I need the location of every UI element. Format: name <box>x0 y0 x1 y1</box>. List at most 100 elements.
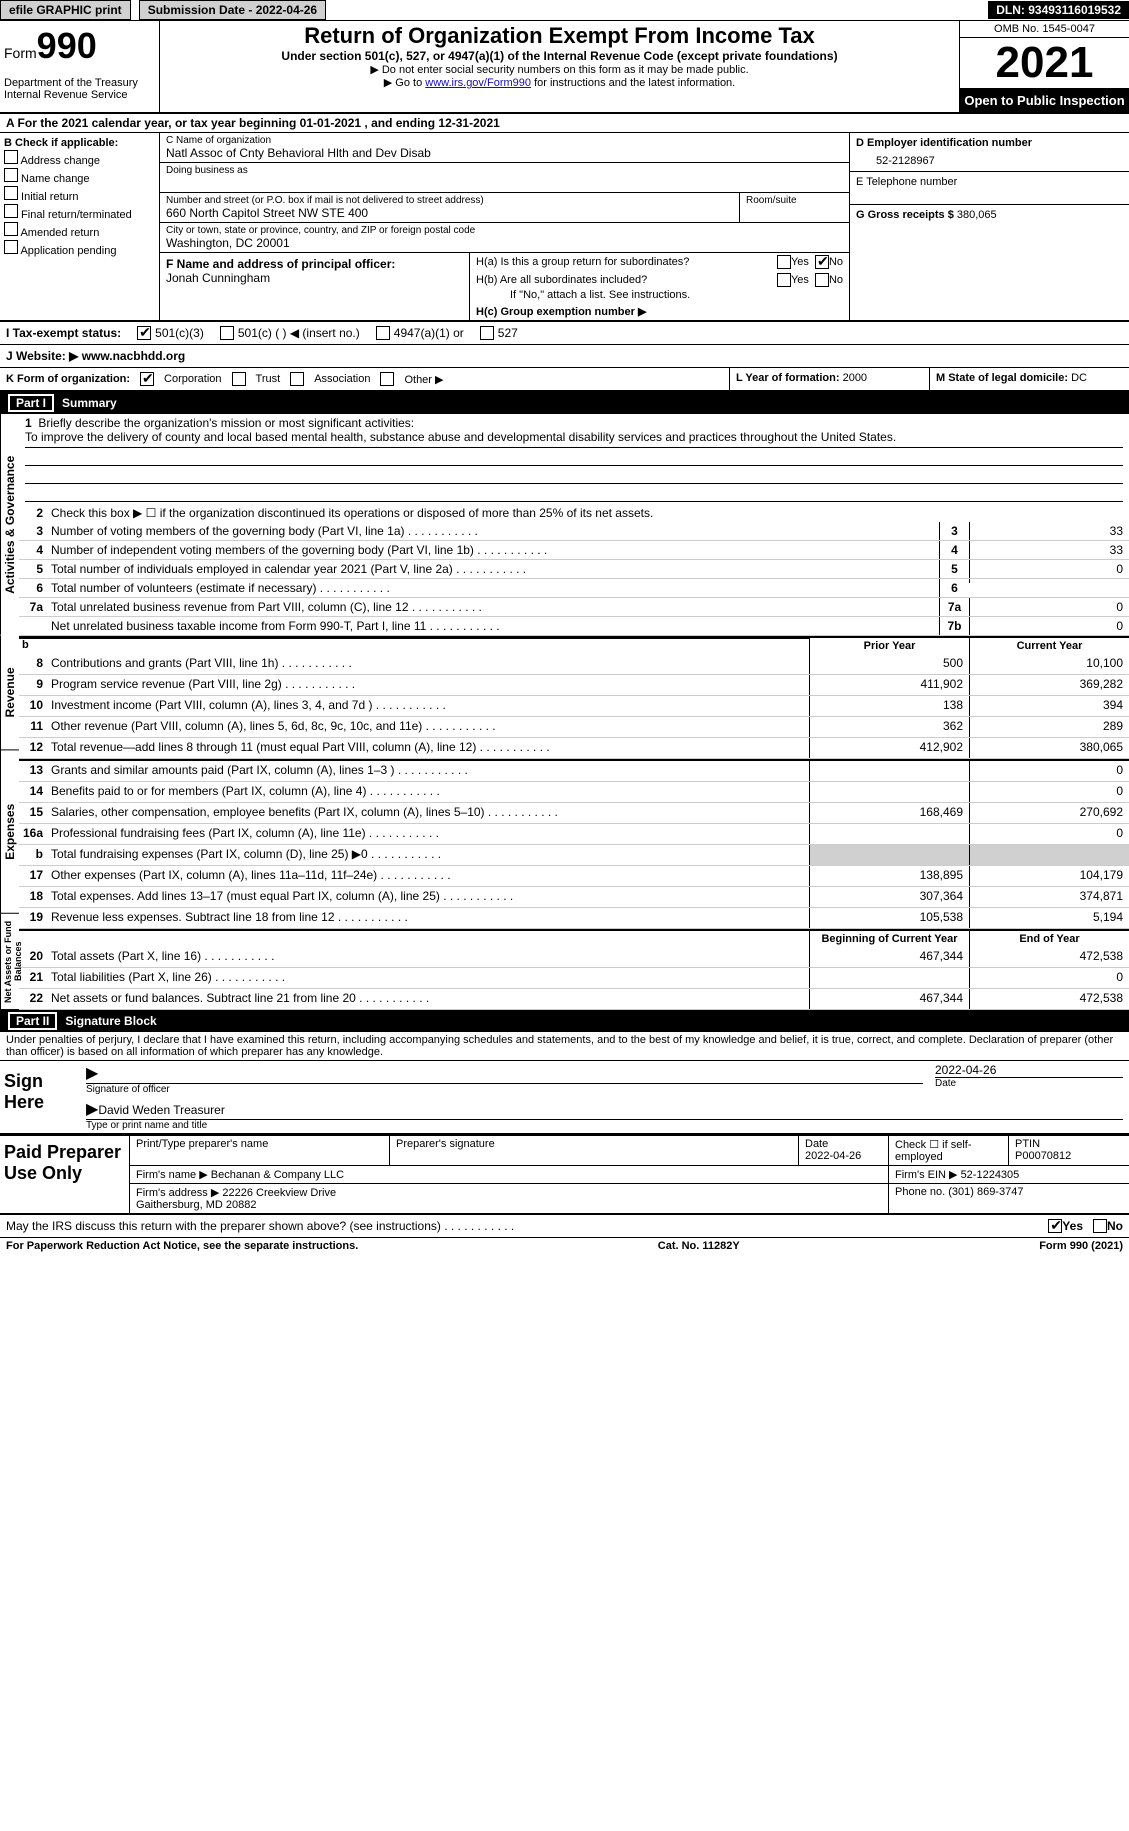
mission-text: To improve the delivery of county and lo… <box>25 430 1123 448</box>
summary-line: 12Total revenue—add lines 8 through 11 (… <box>19 738 1129 759</box>
section-b-header: B Check if applicable: <box>4 137 155 149</box>
paid-preparer-block: Paid Preparer Use Only Print/Type prepar… <box>0 1134 1129 1215</box>
firm-ein: 52-1224305 <box>961 1169 1020 1181</box>
assoc-checkbox[interactable] <box>290 372 304 386</box>
city-state-zip-cell: City or town, state or province, country… <box>160 223 849 253</box>
section-b-option[interactable]: Address change <box>4 150 155 167</box>
revenue-header: bPrior YearCurrent Year <box>19 636 1129 654</box>
527-checkbox[interactable] <box>480 326 494 340</box>
summary-line: 13Grants and similar amounts paid (Part … <box>19 761 1129 782</box>
officer-name: David Weden Treasurer <box>98 1103 225 1117</box>
omb-number: OMB No. 1545-0047 <box>960 21 1129 38</box>
sign-here-label: Sign Here <box>0 1061 80 1133</box>
vtext-expenses: Expenses <box>0 750 19 914</box>
discuss-with-preparer: May the IRS discuss this return with the… <box>0 1215 1129 1237</box>
main-info-block: B Check if applicable: Address change Na… <box>0 133 1129 320</box>
501c-checkbox[interactable] <box>220 326 234 340</box>
top-toolbar: efile GRAPHIC print Submission Date - 20… <box>0 0 1129 21</box>
section-b-option[interactable]: Final return/terminated <box>4 204 155 221</box>
section-b-option[interactable]: Amended return <box>4 222 155 239</box>
sig-date: 2022-04-26 <box>935 1063 996 1077</box>
summary-line: 15Salaries, other compensation, employee… <box>19 803 1129 824</box>
part-ii-header: Part II Signature Block <box>0 1010 1129 1032</box>
section-j-website: J Website: ▶ www.nacbhdd.org <box>0 345 1129 368</box>
line-1-mission: 1 Briefly describe the organization's mi… <box>19 414 1129 504</box>
corp-checkbox[interactable] <box>140 372 154 386</box>
summary-line: 22Net assets or fund balances. Subtract … <box>19 989 1129 1010</box>
phone-cell: E Telephone number <box>850 172 1129 205</box>
summary-line: 9Program service revenue (Part VIII, lin… <box>19 675 1129 696</box>
501c3-checkbox[interactable] <box>137 326 151 340</box>
part-i-body: Activities & Governance Revenue Expenses… <box>0 414 1129 1010</box>
summary-line: 17Other expenses (Part IX, column (A), l… <box>19 866 1129 887</box>
section-b-checkboxes: B Check if applicable: Address change Na… <box>0 133 160 320</box>
ptin: P00070812 <box>1015 1150 1071 1162</box>
vtext-activities: Activities & Governance <box>0 414 19 635</box>
dept-treasury: Department of the Treasury Internal Reve… <box>4 77 155 101</box>
section-i-tax-status: I Tax-exempt status: 501(c)(3) 501(c) ( … <box>0 320 1129 345</box>
summary-line: 16aProfessional fundraising fees (Part I… <box>19 824 1129 845</box>
part-i-header: Part I Summary <box>0 392 1129 414</box>
instr-ssn: ▶ Do not enter social security numbers o… <box>168 63 951 76</box>
ha-no-checkbox[interactable] <box>815 255 829 269</box>
sign-here-block: Sign Here ▶Signature of officer 2022-04-… <box>0 1061 1129 1134</box>
room-suite-cell: Room/suite <box>739 193 849 223</box>
trust-checkbox[interactable] <box>232 372 246 386</box>
form-number: 990 <box>37 25 97 66</box>
discuss-no-checkbox[interactable] <box>1093 1219 1107 1233</box>
org-info-column: C Name of organization Natl Assoc of Cnt… <box>160 133 849 320</box>
open-to-public: Open to Public Inspection <box>960 89 1129 112</box>
form-subtitle: Under section 501(c), 527, or 4947(a)(1)… <box>168 49 951 63</box>
website-url: www.nacbhdd.org <box>78 349 185 363</box>
4947-checkbox[interactable] <box>376 326 390 340</box>
form-title: Return of Organization Exempt From Incom… <box>168 23 951 49</box>
firm-name: Bechanan & Company LLC <box>211 1169 344 1181</box>
summary-line: 11Other revenue (Part VIII, column (A), … <box>19 717 1129 738</box>
right-info-column: D Employer identification number 52-2128… <box>849 133 1129 320</box>
principal-officer: F Name and address of principal officer:… <box>160 253 469 320</box>
summary-line: 19Revenue less expenses. Subtract line 1… <box>19 908 1129 929</box>
summary-line: 6Total number of volunteers (estimate if… <box>19 579 1129 598</box>
vtext-revenue: Revenue <box>0 635 19 750</box>
form-word: Form <box>4 45 37 61</box>
city-state-zip: Washington, DC 20001 <box>166 236 843 250</box>
summary-line: 4Number of independent voting members of… <box>19 541 1129 560</box>
vtext-net-assets: Net Assets or Fund Balances <box>0 914 19 1010</box>
other-checkbox[interactable] <box>380 372 394 386</box>
efile-print-button[interactable]: efile GRAPHIC print <box>0 0 131 20</box>
footer-bottom: For Paperwork Reduction Act Notice, see … <box>0 1237 1129 1254</box>
section-a-tax-year: A For the 2021 calendar year, or tax yea… <box>0 114 1129 133</box>
section-b-option[interactable]: Initial return <box>4 186 155 203</box>
dln-label: DLN: 93493116019532 <box>988 1 1129 19</box>
section-b-option[interactable]: Application pending <box>4 240 155 257</box>
org-name-cell: C Name of organization Natl Assoc of Cnt… <box>160 133 849 163</box>
perjury-declaration: Under penalties of perjury, I declare th… <box>0 1032 1129 1061</box>
street-address-cell: Number and street (or P.O. box if mail i… <box>160 193 739 223</box>
ein-cell: D Employer identification number 52-2128… <box>850 133 1129 172</box>
line-2: Check this box ▶ ☐ if the organization d… <box>47 504 1129 522</box>
discuss-yes-checkbox[interactable] <box>1048 1219 1062 1233</box>
summary-line: 8Contributions and grants (Part VIII, li… <box>19 654 1129 675</box>
instr-goto: ▶ Go to www.irs.gov/Form990 for instruct… <box>168 76 951 89</box>
summary-line: 7aTotal unrelated business revenue from … <box>19 598 1129 617</box>
hb-yes-checkbox[interactable] <box>777 273 791 287</box>
summary-line: 20Total assets (Part X, line 16)467,3444… <box>19 947 1129 968</box>
gross-receipts: G Gross receipts $ 380,065 <box>850 205 1129 225</box>
summary-line: bTotal fundraising expenses (Part IX, co… <box>19 845 1129 866</box>
section-b-option[interactable]: Name change <box>4 168 155 185</box>
summary-line: 14Benefits paid to or for members (Part … <box>19 782 1129 803</box>
ein-value: 52-2128967 <box>856 149 1123 167</box>
irs-link[interactable]: www.irs.gov/Form990 <box>425 77 531 89</box>
dba-cell: Doing business as <box>160 163 849 193</box>
form-header: Form990 Department of the Treasury Inter… <box>0 21 1129 114</box>
header-mid: Return of Organization Exempt From Incom… <box>160 21 959 112</box>
submission-date: Submission Date - 2022-04-26 <box>139 0 326 20</box>
section-h: H(a) Is this a group return for subordin… <box>469 253 849 320</box>
tax-year: 2021 <box>960 38 1129 89</box>
hb-no-checkbox[interactable] <box>815 273 829 287</box>
summary-line: 18Total expenses. Add lines 13–17 (must … <box>19 887 1129 908</box>
ha-yes-checkbox[interactable] <box>777 255 791 269</box>
org-name: Natl Assoc of Cnty Behavioral Hlth and D… <box>166 146 843 160</box>
header-right: OMB No. 1545-0047 2021 Open to Public In… <box>959 21 1129 112</box>
header-left: Form990 Department of the Treasury Inter… <box>0 21 160 112</box>
